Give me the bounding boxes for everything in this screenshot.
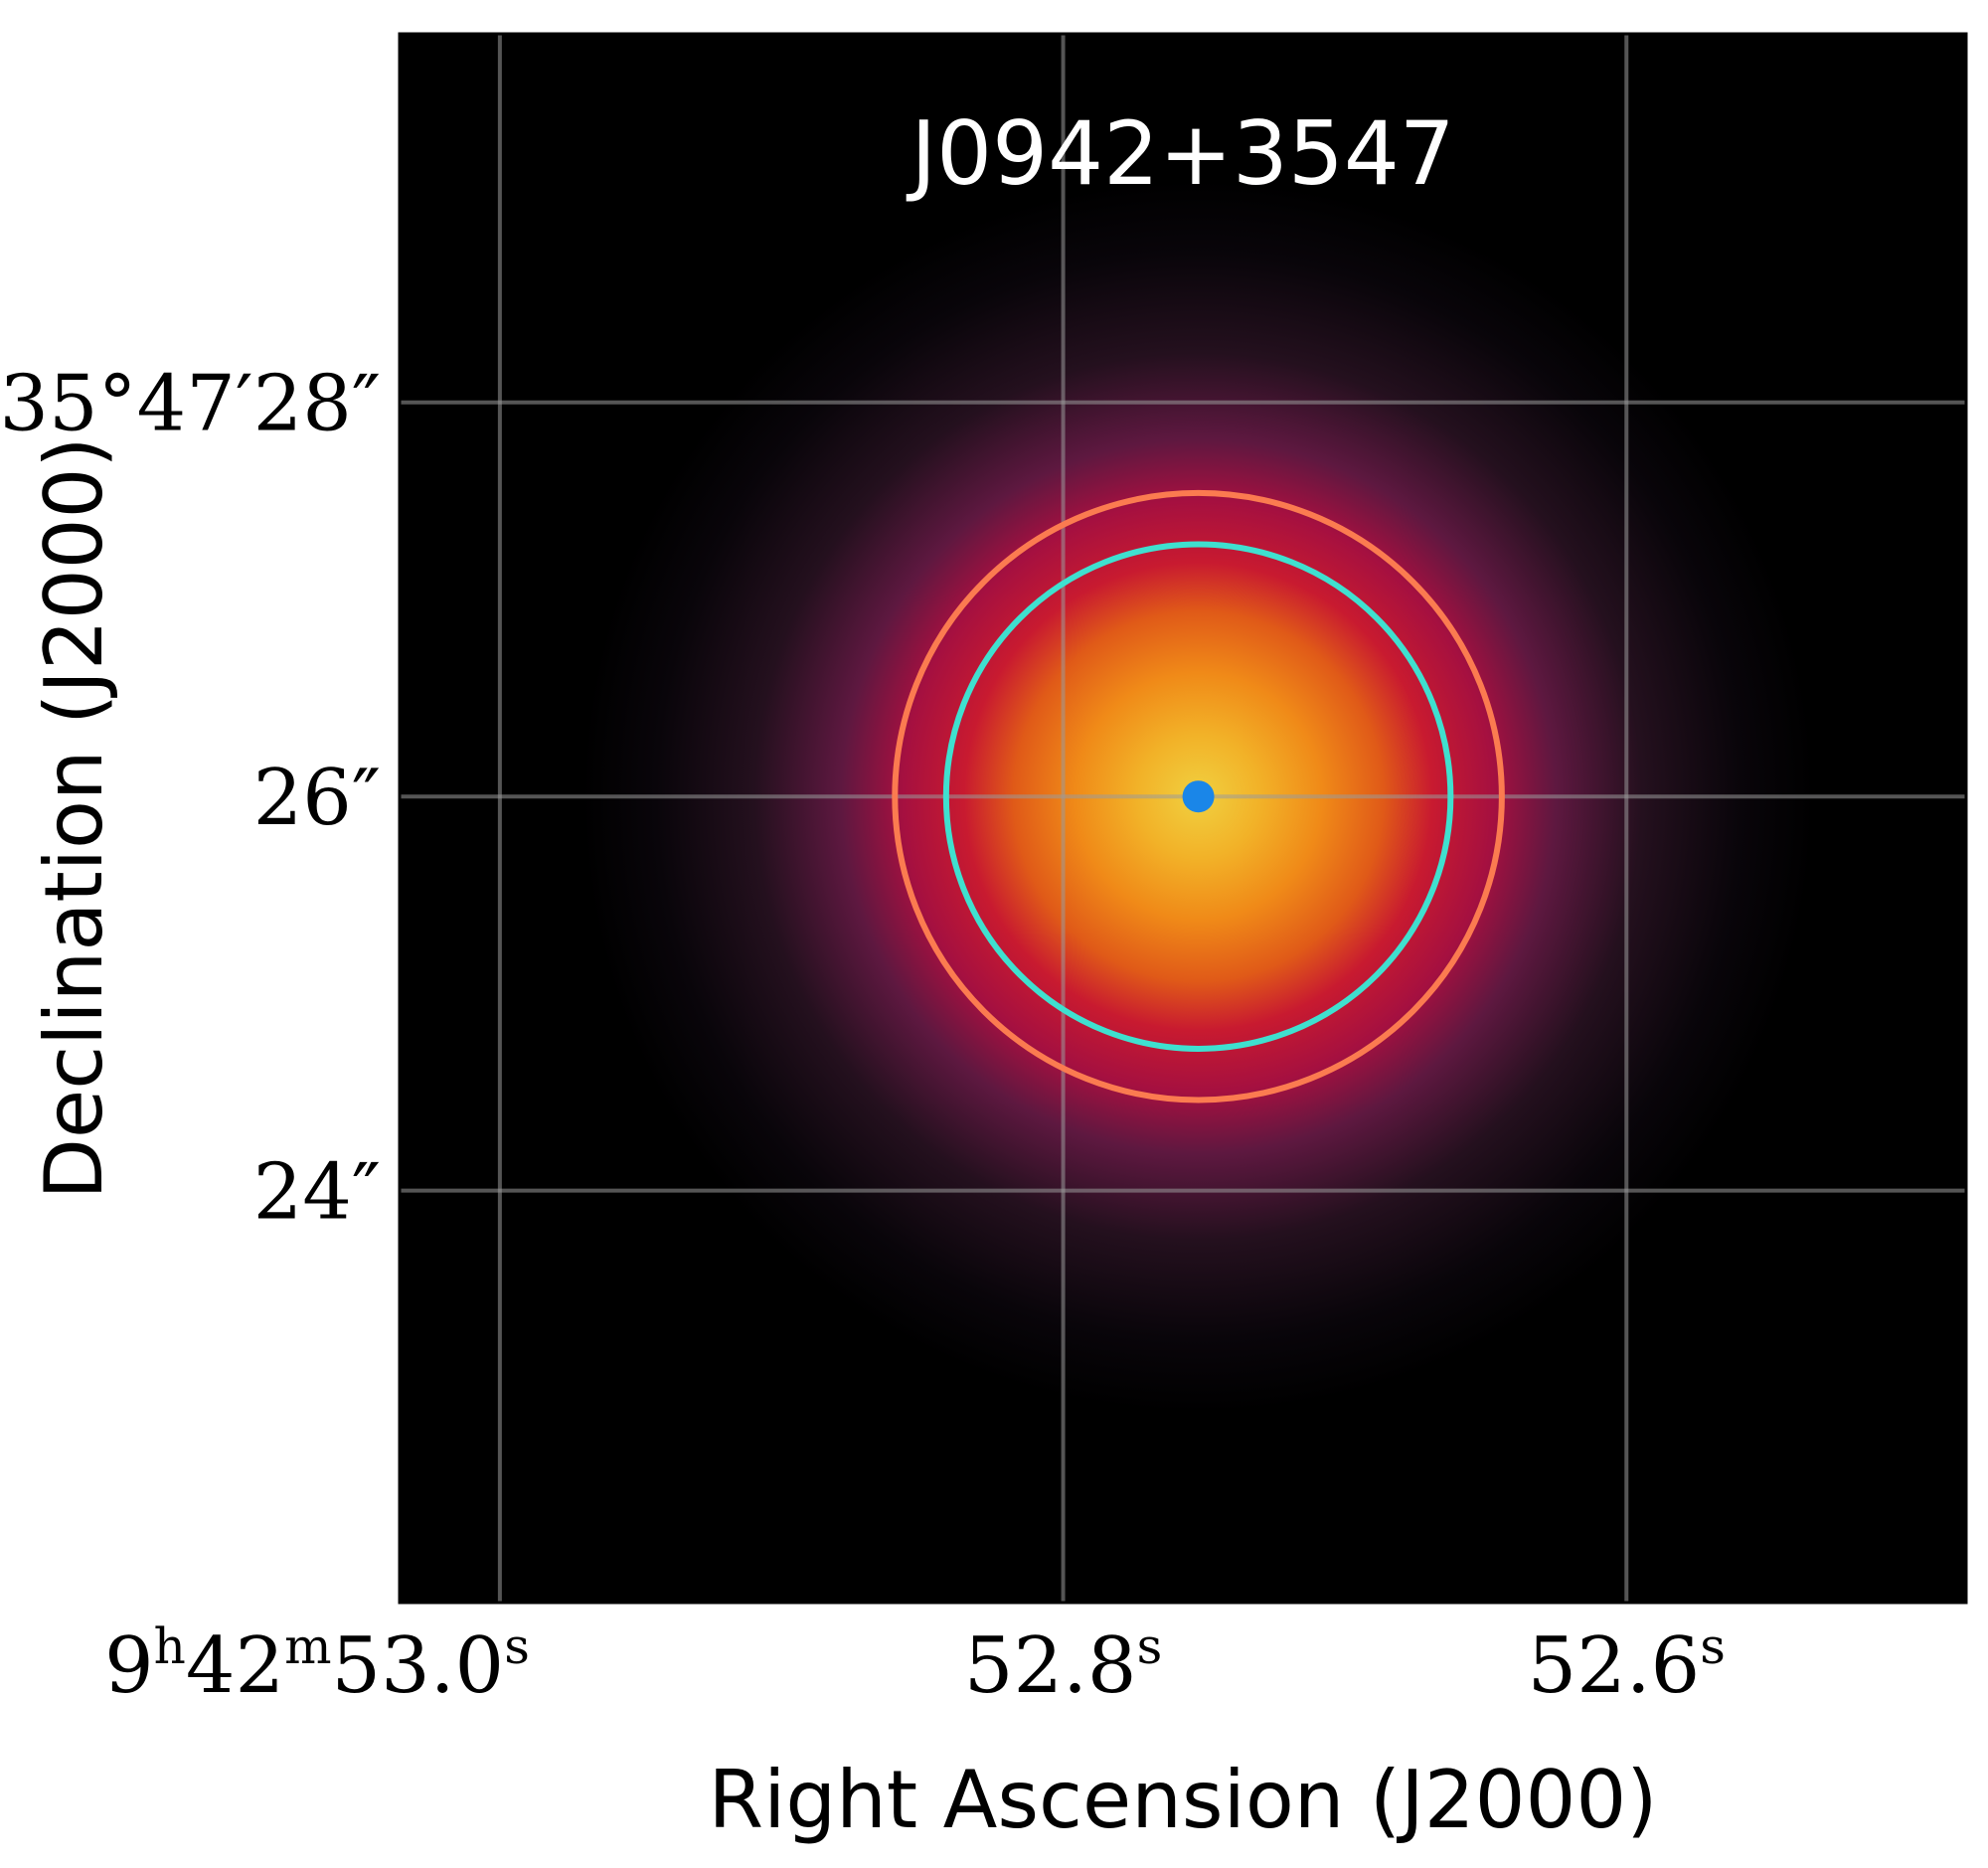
image-panel <box>400 34 1966 1603</box>
y-tick-labels: 35°47′28″ 26″ 24″ <box>0 360 381 1238</box>
dec-tick-label: 35°47′28″ <box>0 360 381 449</box>
ra-tick-label: 9h42m53.0s <box>104 1617 530 1711</box>
plot-title: J0942+3547 <box>906 102 1455 205</box>
ra-tick-label: 52.8s <box>964 1617 1162 1711</box>
plot-frame <box>398 32 1968 1605</box>
dec-tick-label: 26″ <box>253 754 381 843</box>
aperture-inner <box>942 541 1454 1052</box>
x-axis-label: Right Ascension (J2000) <box>709 1754 1658 1846</box>
ra-tick-label: 52.6s <box>1528 1617 1726 1711</box>
dec-tick-label: 24″ <box>253 1148 381 1238</box>
x-tick-labels: 9h42m53.0s 52.8s 52.6s <box>104 1617 1726 1711</box>
y-axis-label: Declination (J2000) <box>28 436 120 1199</box>
aperture-outer <box>892 489 1505 1104</box>
nucleus-marker <box>1182 780 1215 813</box>
